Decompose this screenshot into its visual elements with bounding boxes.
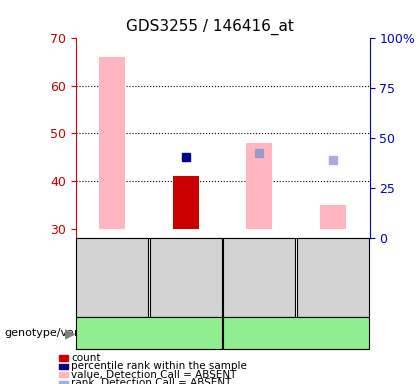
Text: count: count [71, 353, 101, 363]
Text: GSM188344: GSM188344 [108, 246, 117, 309]
Text: GSM188347: GSM188347 [328, 246, 338, 309]
Text: GSM188346: GSM188346 [181, 246, 191, 309]
Text: GDS3255 / 146416_at: GDS3255 / 146416_at [126, 19, 294, 35]
Bar [247, 143, 272, 228]
Bar [173, 176, 199, 228]
Text: ▶: ▶ [65, 326, 76, 340]
Text: GSM188345: GSM188345 [255, 246, 264, 309]
Bar [320, 205, 346, 228]
Text: percentile rank within the sample: percentile rank within the sample [71, 361, 247, 371]
Text: genotype/variation: genotype/variation [4, 328, 110, 338]
Text: how mutant: how mutant [262, 328, 330, 338]
Text: value, Detection Call = ABSENT: value, Detection Call = ABSENT [71, 370, 237, 380]
Text: wildtype: wildtype [126, 328, 173, 338]
Bar [100, 58, 125, 228]
Text: rank, Detection Call = ABSENT: rank, Detection Call = ABSENT [71, 378, 232, 384]
